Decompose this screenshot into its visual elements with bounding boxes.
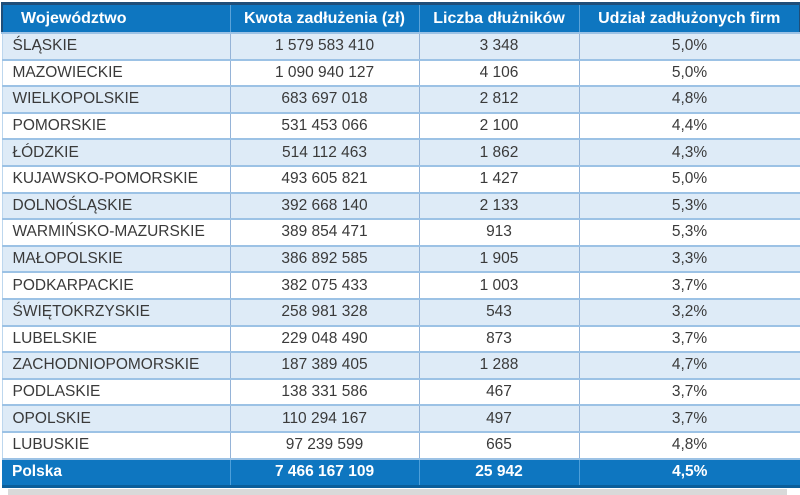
debt-share: 5,0%: [578, 33, 800, 61]
table-row: WARMIŃSKO-MAZURSKIE 389 854 471 913 5,3%: [1, 219, 800, 247]
total-row-polska: Polska 7 466 167 109 25 942 4,5%: [2, 458, 800, 488]
table-row: MAŁOPOLSKIE 386 892 585 1 905 3,3%: [1, 245, 800, 274]
table-row: OPOLSKIE 110 294 167 497 3,7%: [1, 405, 800, 433]
table-row: ŁÓDZKIE 514 112 463 1 862 4,3%: [1, 139, 800, 167]
debtor-count: 3 348: [418, 33, 579, 61]
debtor-count: 1 003: [418, 272, 579, 300]
debt-amount: 382 075 433: [229, 272, 419, 300]
debt-share: 4,3%: [578, 139, 800, 167]
column-header-kwota-zadluzenia: Kwota zadłużenia (zł): [229, 2, 419, 34]
debt-amount: 110 294 167: [229, 405, 419, 433]
debt-amount: 138 331 586: [229, 378, 419, 407]
debt-share: 3,7%: [578, 325, 800, 354]
total-debt-share: 4,5%: [578, 458, 800, 488]
debt-share: 4,7%: [578, 352, 800, 380]
table-row: WIELKOPOLSKIE 683 697 018 2 812 4,8%: [1, 86, 800, 114]
table-row: ZACHODNIOPOMORSKIE 187 389 405 1 288 4,7…: [1, 352, 800, 380]
debtor-count: 2 812: [418, 86, 579, 114]
voivodeship-name: MAŁOPOLSKIE: [1, 245, 230, 274]
debt-amount: 1 579 583 410: [229, 33, 419, 61]
debt-share: 4,4%: [578, 112, 800, 141]
voivodeship-name: ZACHODNIOPOMORSKIE: [1, 352, 230, 380]
voivodeship-name: POMORSKIE: [1, 112, 230, 141]
debt-amount: 187 389 405: [229, 352, 419, 380]
debtor-count: 2 100: [418, 112, 579, 141]
column-header-liczba-dluznikow: Liczba dłużników: [418, 2, 579, 34]
debtor-count: 543: [418, 298, 579, 327]
column-header-udzial-zadluzonych-firm: Udział zadłużonych firm: [578, 2, 800, 34]
table-row: LUBELSKIE 229 048 490 873 3,7%: [1, 325, 800, 354]
table-row: KUJAWSKO-POMORSKIE 493 605 821 1 427 5,0…: [1, 165, 800, 194]
table-row: ŚWIĘTOKRZYSKIE 258 981 328 543 3,2%: [1, 298, 800, 327]
debtor-count: 2 133: [418, 192, 579, 221]
debt-share: 5,3%: [578, 192, 800, 221]
table-drop-shadow: [8, 488, 787, 495]
debt-amount: 1 090 940 127: [229, 59, 419, 88]
debt-amount: 493 605 821: [229, 165, 419, 194]
debt-share: 3,2%: [578, 298, 800, 327]
debtor-count: 4 106: [418, 59, 579, 88]
voivodeship-name: LUBUSKIE: [1, 431, 230, 460]
table-row: LUBUSKIE 97 239 599 665 4,8%: [1, 431, 800, 460]
voivodeship-name: ŚWIĘTOKRZYSKIE: [1, 298, 230, 327]
debtor-count: 1 427: [418, 165, 579, 194]
debt-share: 5,3%: [578, 219, 800, 247]
voivodeship-name: MAZOWIECKIE: [1, 59, 230, 88]
debt-amount: 229 048 490: [229, 325, 419, 354]
voivodeship-name: PODKARPACKIE: [1, 272, 230, 300]
voivodeship-name: LUBELSKIE: [1, 325, 230, 354]
voivodeship-name: DOLNOŚLĄSKIE: [1, 192, 230, 221]
voivodeship-name: PODLASKIE: [1, 378, 230, 407]
debt-share: 5,0%: [578, 59, 800, 88]
total-label: Polska: [2, 458, 230, 488]
voivodeship-name: KUJAWSKO-POMORSKIE: [1, 165, 230, 194]
table-row: PODKARPACKIE 382 075 433 1 003 3,7%: [1, 272, 800, 300]
debtor-count: 1 905: [418, 245, 579, 274]
voivodeship-name: WIELKOPOLSKIE: [1, 86, 230, 114]
debt-share: 4,8%: [578, 431, 800, 460]
debtor-count: 913: [418, 219, 579, 247]
debtor-count: 467: [418, 378, 579, 407]
debt-amount: 392 668 140: [229, 192, 419, 221]
column-header-wojewodztwo: Województwo: [1, 2, 230, 34]
voivodeship-name: ŚLĄSKIE: [1, 33, 230, 61]
table-row: POMORSKIE 531 453 066 2 100 4,4%: [1, 112, 800, 141]
debt-share: 3,7%: [578, 272, 800, 300]
total-debtor-count: 25 942: [418, 458, 579, 488]
voivodeship-name: OPOLSKIE: [1, 405, 230, 433]
debt-amount: 389 854 471: [229, 219, 419, 247]
debtor-count: 665: [418, 431, 579, 460]
debt-amount: 514 112 463: [229, 139, 419, 167]
debt-share: 3,7%: [578, 405, 800, 433]
debt-share: 3,7%: [578, 378, 800, 407]
debt-share: 3,3%: [578, 245, 800, 274]
table-row: MAZOWIECKIE 1 090 940 127 4 106 5,0%: [1, 59, 800, 88]
debtor-count: 1 862: [418, 139, 579, 167]
debt-amount: 258 981 328: [229, 298, 419, 327]
table-row: ŚLĄSKIE 1 579 583 410 3 348 5,0%: [1, 33, 800, 61]
debt-amount: 531 453 066: [229, 112, 419, 141]
table-row: DOLNOŚLĄSKIE 392 668 140 2 133 5,3%: [1, 192, 800, 221]
debt-share: 5,0%: [578, 165, 800, 194]
voivodeship-name: WARMIŃSKO-MAZURSKIE: [1, 219, 230, 247]
voivodeship-name: ŁÓDZKIE: [1, 139, 230, 167]
table-header-row: Województwo Kwota zadłużenia (zł) Liczba…: [1, 2, 800, 34]
table-row: PODLASKIE 138 331 586 467 3,7%: [1, 378, 800, 407]
debt-share: 4,8%: [578, 86, 800, 114]
debt-amount: 386 892 585: [229, 245, 419, 274]
debt-amount: 683 697 018: [229, 86, 419, 114]
debtor-count: 1 288: [418, 352, 579, 380]
debtor-count: 873: [418, 325, 579, 354]
debt-amount: 97 239 599: [229, 431, 419, 460]
debtor-count: 497: [418, 405, 579, 433]
total-debt-amount: 7 466 167 109: [229, 458, 419, 488]
